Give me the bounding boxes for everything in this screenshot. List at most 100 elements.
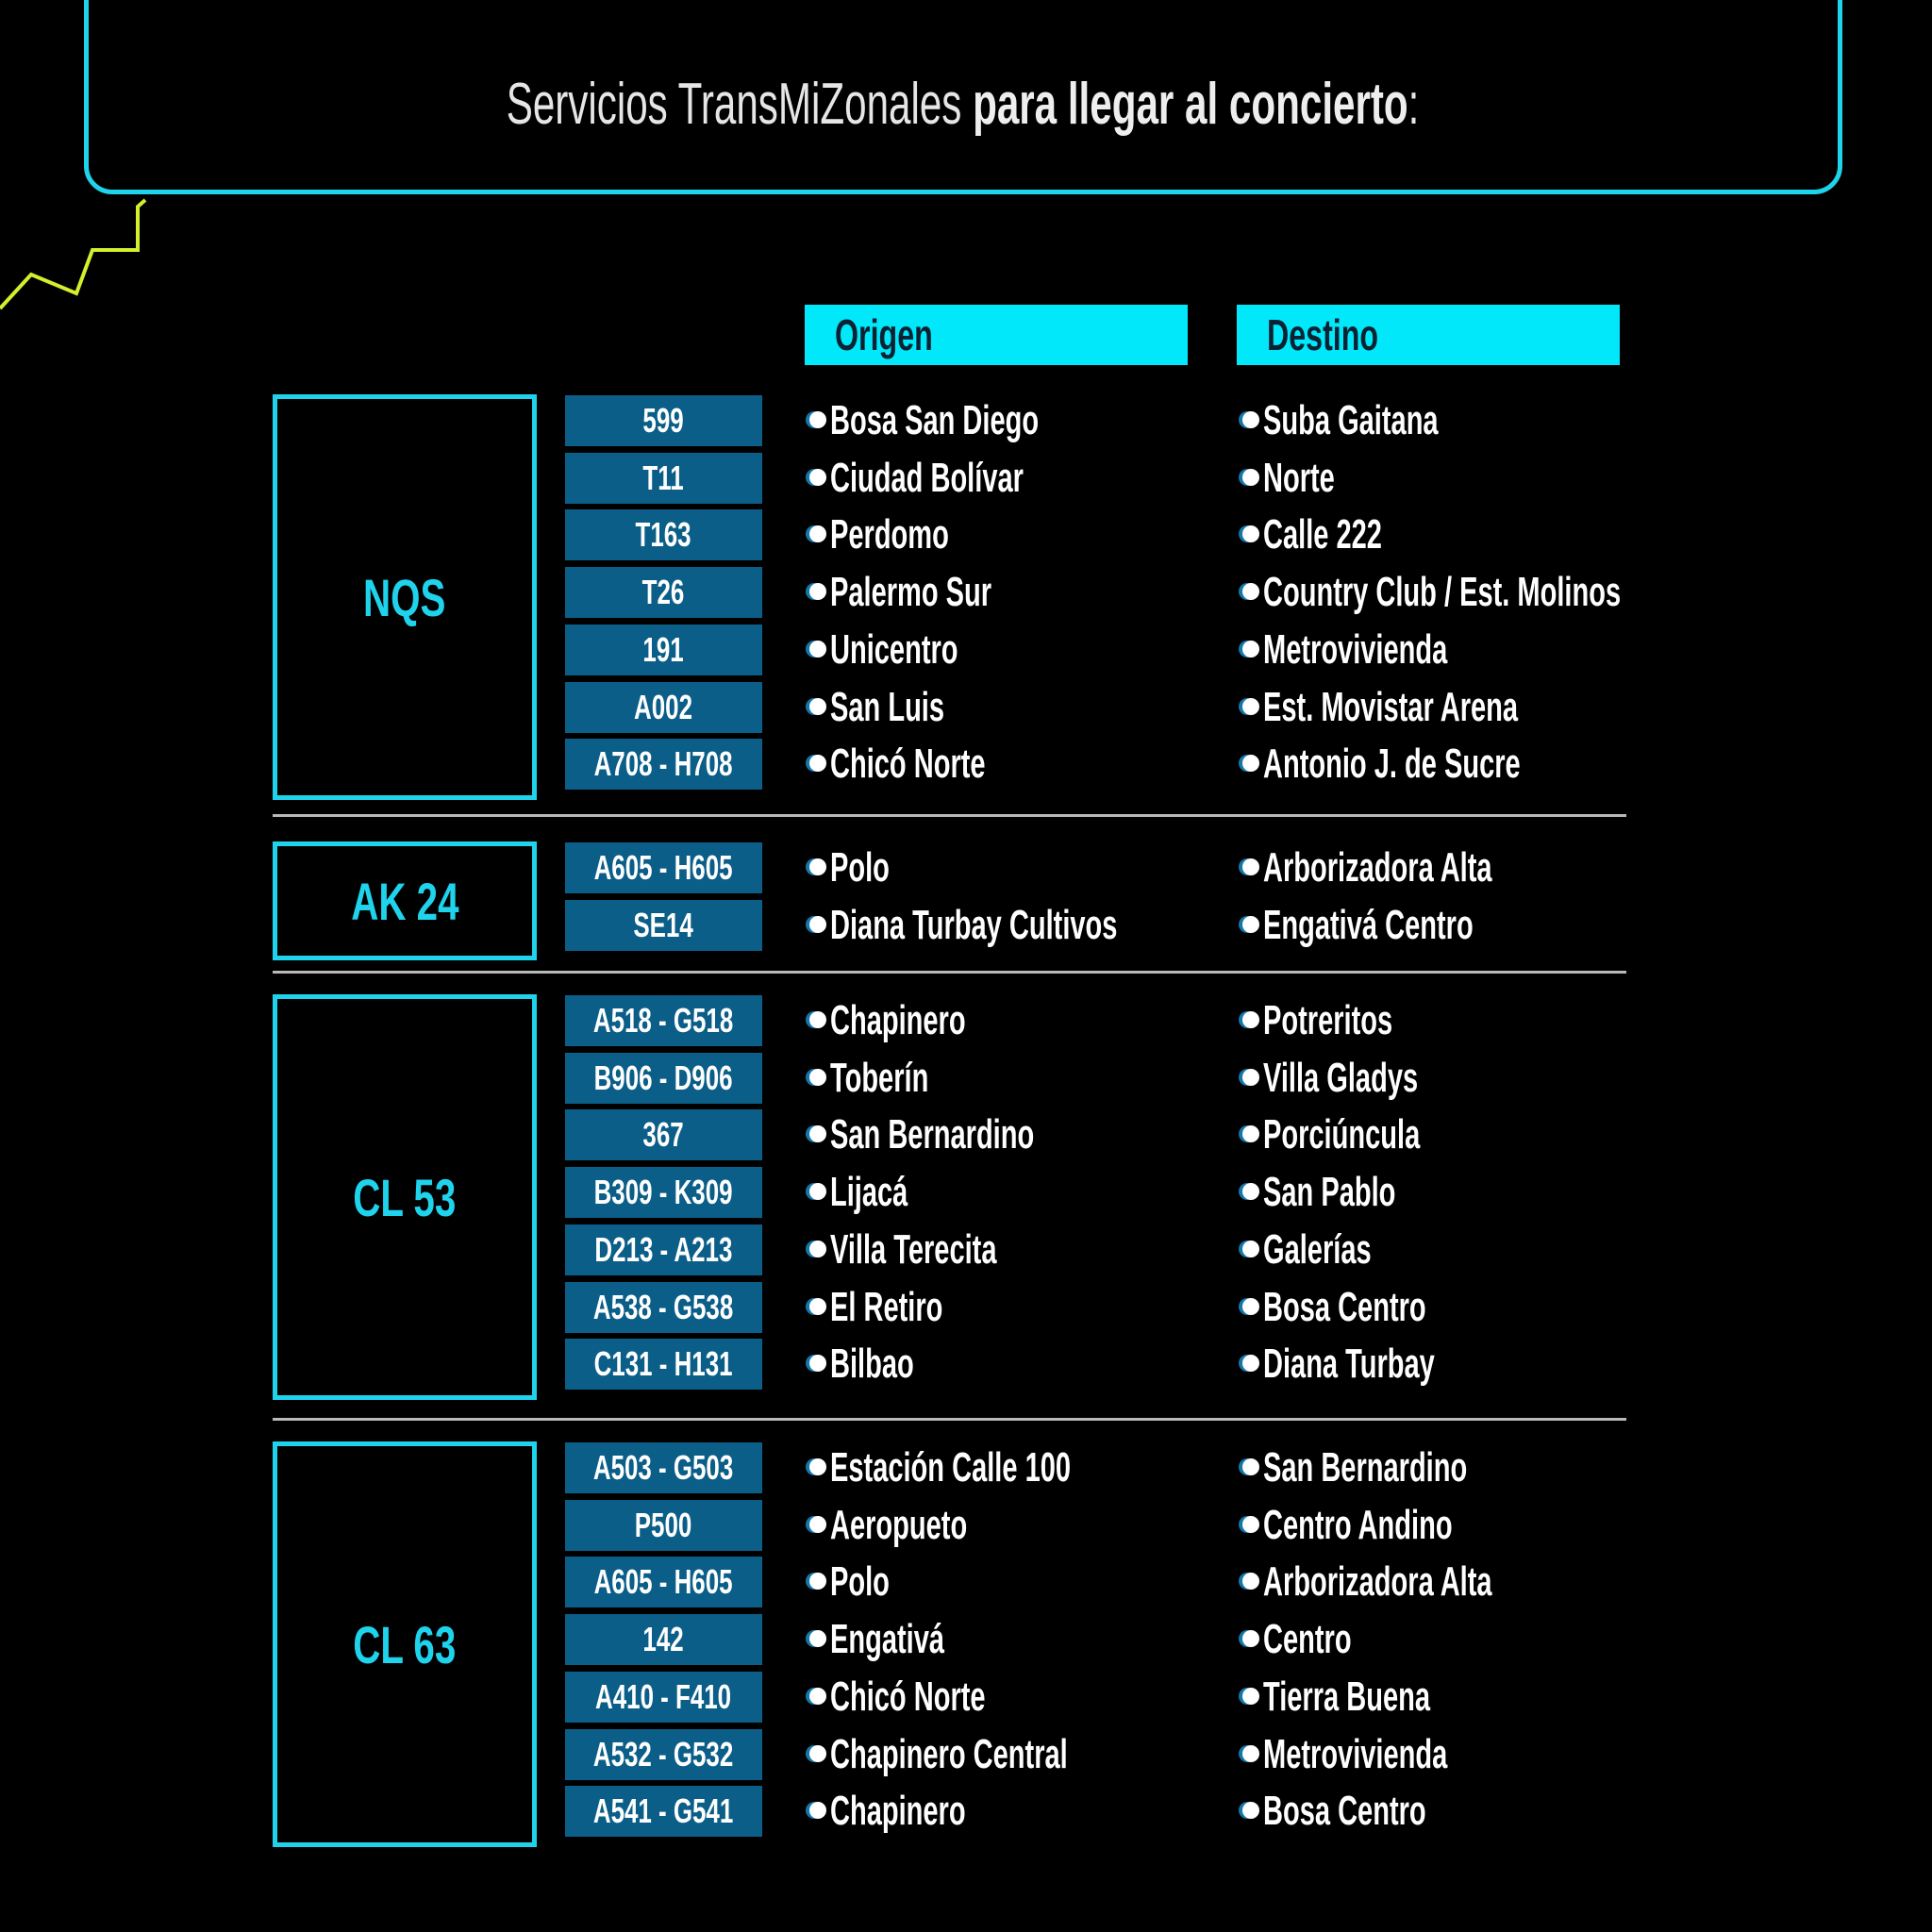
route-code: A518 - G518	[593, 1001, 734, 1040]
bullet-icon	[809, 1011, 826, 1028]
destination-cell: Norte	[1242, 453, 1639, 504]
route-code: A002	[634, 688, 693, 726]
destination-text: Bosa Centro	[1263, 1788, 1426, 1834]
destination-text: Suba Gaitana	[1263, 397, 1439, 443]
bullet-icon	[809, 1745, 826, 1762]
route-code-badge: A538 - G538	[565, 1282, 762, 1333]
route-code: A538 - G538	[593, 1288, 734, 1326]
route-code-badge: 142	[565, 1614, 762, 1665]
bullet-icon	[1242, 1745, 1259, 1762]
destination-text: Porciúncula	[1263, 1111, 1421, 1158]
destination-text: Potreritos	[1263, 997, 1393, 1043]
destination-cell: Galerías	[1242, 1224, 1639, 1275]
destination-text: Calle 222	[1263, 511, 1382, 558]
destination-cell: Calle 222	[1242, 509, 1639, 560]
route-code-badge: B309 - K309	[565, 1167, 762, 1218]
bullet-icon	[809, 916, 826, 933]
route-code: P500	[635, 1506, 692, 1544]
bullet-icon	[1242, 469, 1259, 486]
bullet-icon	[1242, 1573, 1259, 1590]
bullet-icon	[1242, 1355, 1259, 1372]
route-code-badge: A541 - G541	[565, 1786, 762, 1837]
bullet-icon	[809, 1688, 826, 1705]
route-code: C131 - H131	[594, 1344, 733, 1383]
bullet-icon	[809, 583, 826, 600]
title-regular: Servicios TransMiZonales	[507, 72, 974, 137]
bullet-icon	[1242, 698, 1259, 715]
origin-cell: Chapinero Central	[809, 1729, 1224, 1780]
destination-text: Villa Gladys	[1263, 1055, 1419, 1101]
destination-text: Country Club / Est. Molinos	[1263, 569, 1622, 615]
route-code-badge: T26	[565, 567, 762, 618]
route-code-badge: 191	[565, 625, 762, 675]
destination-text: Diana Turbay	[1263, 1341, 1435, 1387]
bullet-icon	[1242, 1011, 1259, 1028]
origin-text: Chicó Norte	[830, 1674, 986, 1720]
origin-text: San Bernardino	[830, 1111, 1035, 1158]
origin-column-header: Origen	[805, 305, 1188, 365]
bullet-icon	[1242, 641, 1259, 658]
destination-cell: Engativá Centro	[1242, 900, 1639, 951]
destination-text: Metrovivienda	[1263, 1731, 1448, 1777]
bullet-icon	[1242, 858, 1259, 875]
route-code-badge: 367	[565, 1109, 762, 1160]
origin-text: Polo	[830, 844, 890, 891]
group-divider	[273, 814, 1626, 817]
origin-cell: Villa Terecita	[809, 1224, 1224, 1275]
bullet-icon	[1242, 755, 1259, 772]
route-code-badge: A410 - F410	[565, 1672, 762, 1723]
lightning-bolt-icon	[0, 198, 147, 310]
route-code: D213 - A213	[594, 1230, 733, 1269]
route-code-badge: P500	[565, 1500, 762, 1551]
route-code-badge: A503 - G503	[565, 1442, 762, 1493]
bullet-icon	[809, 1241, 826, 1257]
bullet-icon	[1242, 1069, 1259, 1086]
destination-cell: Bosa Centro	[1242, 1282, 1639, 1333]
bullet-icon	[809, 1802, 826, 1819]
origin-text: Aeropueto	[830, 1502, 968, 1548]
bullet-icon	[809, 858, 826, 875]
destination-cell: Metrovivienda	[1242, 1729, 1639, 1780]
bullet-icon	[1242, 1183, 1259, 1200]
origin-text: Perdomo	[830, 511, 949, 558]
group-box-nqs: NQS	[273, 394, 537, 800]
route-code: A605 - H605	[594, 1562, 733, 1601]
bullet-icon	[809, 1298, 826, 1315]
route-code-badge: T11	[565, 453, 762, 504]
origin-cell: Chapinero	[809, 995, 1224, 1046]
destination-text: Arborizadora Alta	[1263, 844, 1492, 891]
route-code: T11	[642, 458, 685, 497]
group-divider	[273, 971, 1626, 974]
route-code: 142	[642, 1620, 685, 1658]
origin-text: El Retiro	[830, 1284, 943, 1330]
origin-cell: Bilbao	[809, 1339, 1224, 1390]
route-code-badge: T163	[565, 509, 762, 560]
origin-cell: Diana Turbay Cultivos	[809, 900, 1224, 951]
origin-cell: San Luis	[809, 682, 1224, 733]
origin-text: Chapinero	[830, 1788, 966, 1834]
route-code: A605 - H605	[594, 848, 733, 887]
destination-text: Antonio J. de Sucre	[1263, 741, 1521, 787]
route-code-badge: C131 - H131	[565, 1339, 762, 1390]
bullet-icon	[809, 641, 826, 658]
route-code-badge: A518 - G518	[565, 995, 762, 1046]
page-title: Servicios TransMiZonales para llegar al …	[89, 71, 1838, 138]
group-box-cl-63: CL 63	[273, 1441, 537, 1847]
origin-cell: San Bernardino	[809, 1109, 1224, 1160]
destination-text: Galerías	[1263, 1226, 1372, 1273]
destination-cell: San Pablo	[1242, 1167, 1639, 1218]
origin-text: Ciudad Bolívar	[830, 455, 1024, 501]
bullet-icon	[809, 411, 826, 428]
origin-text: Engativá	[830, 1616, 945, 1662]
origin-cell: Aeropueto	[809, 1500, 1224, 1551]
destination-cell: Antonio J. de Sucre	[1242, 739, 1639, 790]
bullet-icon	[1242, 525, 1259, 542]
bullet-icon	[809, 1355, 826, 1372]
origin-text: Chicó Norte	[830, 741, 986, 787]
group-label: CL 53	[353, 1167, 457, 1227]
group-box-cl-53: CL 53	[273, 994, 537, 1400]
bullet-icon	[809, 755, 826, 772]
route-code-badge: B906 - D906	[565, 1053, 762, 1104]
bullet-icon	[809, 469, 826, 486]
destination-cell: Diana Turbay	[1242, 1339, 1639, 1390]
